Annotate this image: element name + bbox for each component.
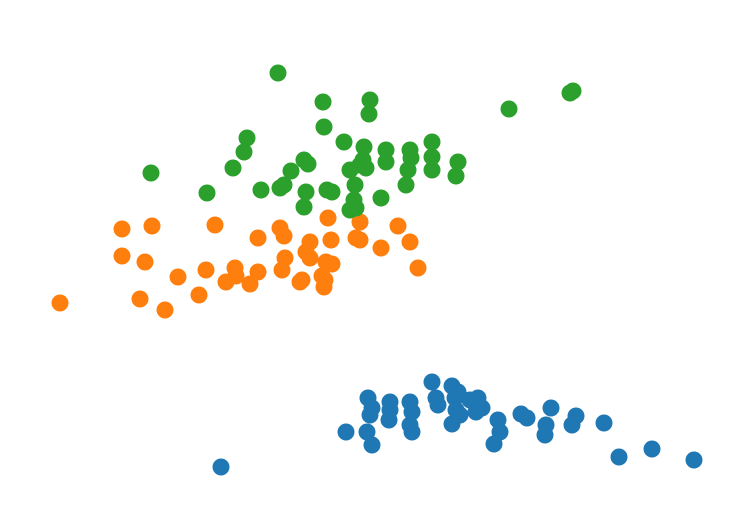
point bbox=[377, 153, 395, 171]
point bbox=[113, 220, 131, 238]
point bbox=[197, 261, 215, 279]
point bbox=[372, 239, 390, 257]
point bbox=[403, 403, 421, 421]
point bbox=[403, 423, 421, 441]
point bbox=[409, 259, 427, 277]
point bbox=[249, 263, 267, 281]
point bbox=[282, 162, 300, 180]
point bbox=[323, 255, 341, 273]
point bbox=[169, 268, 187, 286]
point bbox=[299, 155, 317, 173]
point bbox=[212, 458, 230, 476]
point bbox=[564, 82, 582, 100]
point bbox=[643, 440, 661, 458]
point bbox=[536, 426, 554, 444]
point bbox=[358, 423, 376, 441]
point bbox=[427, 389, 445, 407]
point bbox=[51, 294, 69, 312]
point bbox=[316, 271, 334, 289]
point bbox=[297, 183, 315, 201]
point bbox=[377, 141, 395, 159]
point bbox=[389, 217, 407, 235]
point bbox=[275, 227, 293, 245]
point bbox=[206, 216, 224, 234]
point bbox=[275, 176, 293, 194]
point bbox=[401, 141, 419, 159]
point bbox=[449, 383, 467, 401]
point bbox=[227, 267, 245, 285]
point bbox=[235, 143, 253, 161]
point bbox=[423, 133, 441, 151]
point bbox=[315, 118, 333, 136]
point bbox=[249, 229, 267, 247]
point bbox=[361, 406, 379, 424]
point bbox=[401, 233, 419, 251]
point bbox=[143, 217, 161, 235]
point bbox=[685, 451, 703, 469]
point bbox=[467, 403, 485, 421]
point bbox=[610, 448, 628, 466]
point bbox=[322, 231, 340, 249]
point bbox=[301, 249, 319, 267]
point bbox=[357, 159, 375, 177]
point bbox=[131, 290, 149, 308]
point bbox=[319, 209, 337, 227]
point bbox=[361, 91, 379, 109]
point bbox=[351, 231, 369, 249]
point bbox=[190, 286, 208, 304]
point bbox=[295, 198, 313, 216]
point bbox=[351, 213, 369, 231]
point bbox=[252, 181, 270, 199]
point bbox=[314, 93, 332, 111]
point bbox=[567, 407, 585, 425]
point bbox=[136, 253, 154, 271]
point bbox=[485, 435, 503, 453]
point bbox=[595, 414, 613, 432]
point bbox=[291, 273, 309, 291]
point bbox=[224, 159, 242, 177]
point bbox=[347, 199, 365, 217]
point bbox=[323, 183, 341, 201]
point bbox=[113, 247, 131, 265]
point bbox=[335, 133, 353, 151]
point bbox=[301, 233, 319, 251]
point bbox=[447, 167, 465, 185]
point bbox=[346, 176, 364, 194]
point bbox=[397, 176, 415, 194]
point bbox=[380, 411, 398, 429]
point bbox=[198, 184, 216, 202]
point bbox=[423, 148, 441, 166]
point bbox=[142, 164, 160, 182]
point bbox=[423, 161, 441, 179]
point bbox=[355, 138, 373, 156]
point bbox=[337, 423, 355, 441]
point bbox=[500, 100, 518, 118]
point bbox=[276, 249, 294, 267]
point bbox=[269, 64, 287, 82]
point bbox=[238, 129, 256, 147]
point bbox=[518, 409, 536, 427]
point bbox=[241, 275, 259, 293]
point bbox=[360, 105, 378, 123]
point bbox=[542, 399, 560, 417]
point bbox=[363, 436, 381, 454]
point bbox=[449, 153, 467, 171]
point bbox=[423, 373, 441, 391]
point bbox=[451, 406, 469, 424]
point bbox=[372, 189, 390, 207]
point bbox=[156, 301, 174, 319]
